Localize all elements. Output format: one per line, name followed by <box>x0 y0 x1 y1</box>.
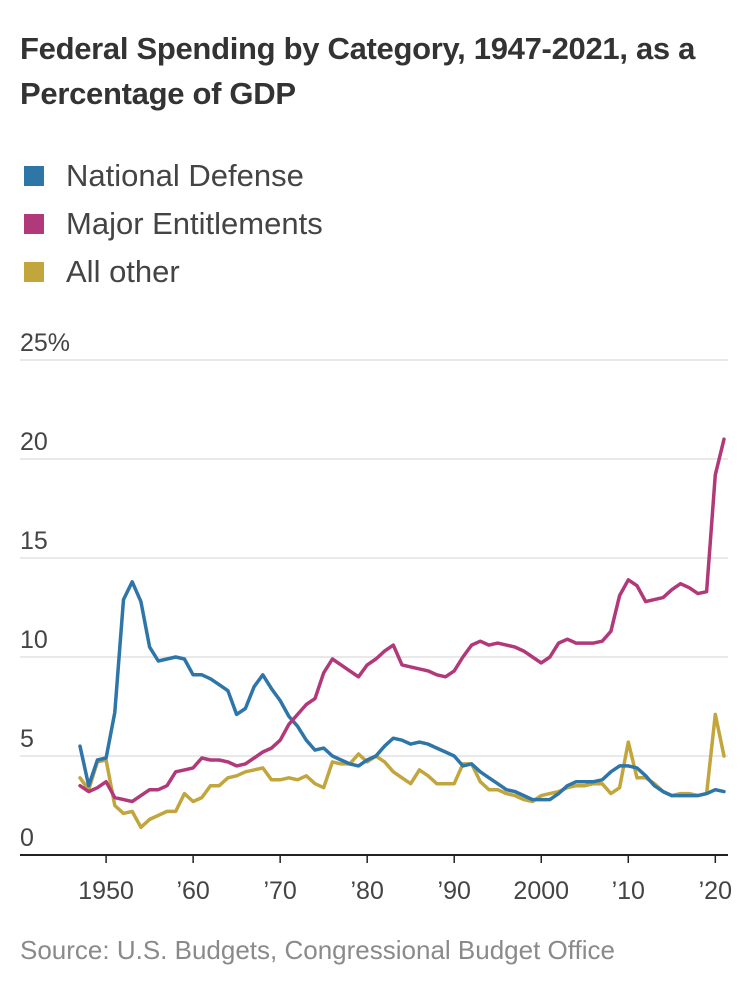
y-tick-label-0: 0 <box>20 824 34 852</box>
x-tick-label-2010: ’10 <box>612 877 645 905</box>
legend-swatch-national-defense <box>24 166 44 186</box>
chart-title: Federal Spending by Category, 1947-2021,… <box>20 31 696 111</box>
x-axis: 1950 ’60 ’70 ’80 ’90 2000 ’10 ’20 <box>20 854 732 905</box>
x-tick-label-1990: ’90 <box>438 877 471 905</box>
x-tick-label-1960: ’60 <box>176 877 209 905</box>
x-tick-label-2000: 2000 <box>513 877 569 905</box>
legend-swatch-all-other <box>24 262 44 282</box>
legend-label-national-defense: National Defense <box>66 158 304 193</box>
x-tick-label-1950: 1950 <box>78 877 134 905</box>
source-note: Source: U.S. Budgets, Congressional Budg… <box>20 935 615 965</box>
legend: National Defense Major Entitlements All … <box>24 152 323 296</box>
y-tick-label-5: 5 <box>20 725 34 753</box>
y-axis-ticks: 0 5 10 15 20 25% <box>20 329 70 852</box>
x-tick-label-1980: ’80 <box>351 877 384 905</box>
legend-item-national-defense: National Defense <box>24 152 323 200</box>
series-line-major-entitlements <box>78 437 726 804</box>
gridlines <box>20 359 728 757</box>
y-tick-label-25: 25% <box>20 329 70 357</box>
legend-label-major-entitlements: Major Entitlements <box>66 206 323 241</box>
y-tick-label-15: 15 <box>20 527 48 555</box>
legend-swatch-major-entitlements <box>24 214 44 234</box>
legend-item-all-other: All other <box>24 248 323 296</box>
y-tick-label-10: 10 <box>20 626 48 654</box>
x-tick-label-2020: ’20 <box>699 877 732 905</box>
series-line-national-defense <box>78 580 726 802</box>
x-tick-label-1970: ’70 <box>263 877 296 905</box>
legend-label-all-other: All other <box>66 254 180 289</box>
legend-item-major-entitlements: Major Entitlements <box>24 200 323 248</box>
y-tick-label-20: 20 <box>20 428 48 456</box>
series-line-all-other <box>78 712 726 830</box>
series-lines <box>78 437 726 830</box>
